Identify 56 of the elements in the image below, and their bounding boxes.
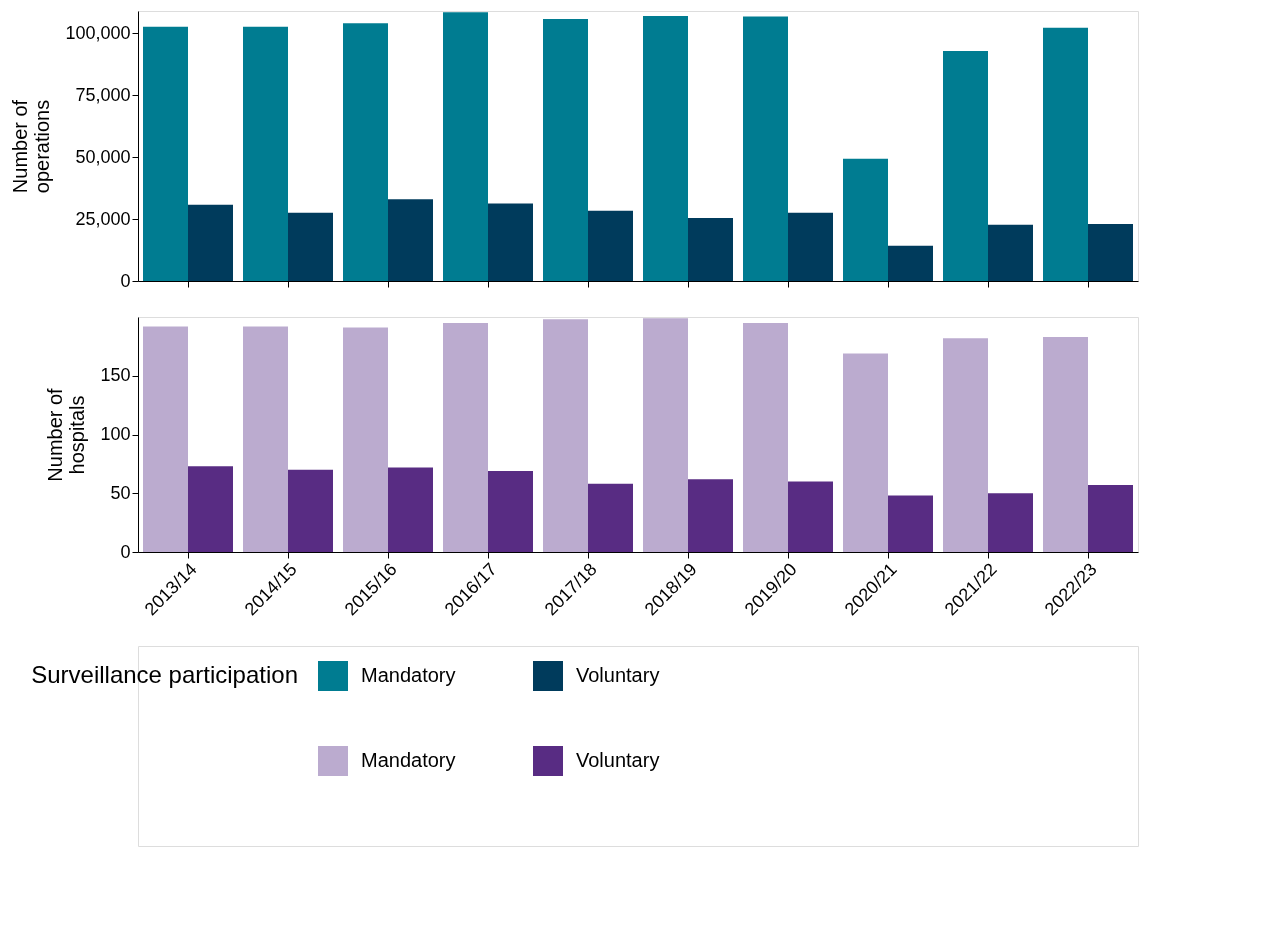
bar [543,319,588,552]
bar [588,210,633,281]
bar [543,18,588,281]
bar [988,224,1033,281]
y-tick-label: 50,000 [75,146,131,167]
bar [788,212,833,281]
bar [443,322,488,552]
y-axis-title: Number of hospitals [44,387,89,482]
bar [388,467,433,552]
y-tick-label: 0 [120,270,131,291]
bar [1043,336,1088,552]
bar [643,15,688,281]
y-tick-label: 100 [100,424,131,444]
bar [843,158,888,281]
bar [288,469,333,552]
bar [488,470,533,552]
bar [688,218,733,281]
bar [888,245,933,281]
bar [388,199,433,281]
bar [288,212,333,281]
bar [343,23,388,281]
y-tick-label: 75,000 [75,84,131,105]
bar [643,318,688,552]
bar [143,326,188,552]
bar [343,327,388,552]
y-axis-title: Number of operations [9,99,54,194]
legend-label: Mandatory [361,664,456,686]
bar [588,483,633,552]
legend-title: Surveillance participation [31,661,298,688]
legend-label: Mandatory [361,749,456,771]
bar [443,12,488,281]
bar [243,26,288,281]
y-tick-label: 50 [110,482,131,503]
bar [243,326,288,552]
bar [143,26,188,281]
y-tick-label: 150 [100,365,131,386]
bar [688,479,733,552]
bar [188,466,233,552]
bar [743,322,788,552]
bar [788,481,833,552]
bar [988,493,1033,552]
bar [1088,224,1133,281]
y-tick-label: 100,000 [65,22,131,43]
bar [943,338,988,552]
bar [743,16,788,281]
y-tick-label: 25,000 [75,208,131,229]
bar [888,495,933,552]
bar [843,353,888,552]
bar [943,50,988,281]
bar [1043,27,1088,281]
y-tick-label: 0 [120,541,131,562]
legend-label: Voluntary [576,749,660,771]
bar [488,203,533,281]
bar [1088,485,1133,552]
bar [188,204,233,281]
legend-label: Voluntary [576,664,660,686]
